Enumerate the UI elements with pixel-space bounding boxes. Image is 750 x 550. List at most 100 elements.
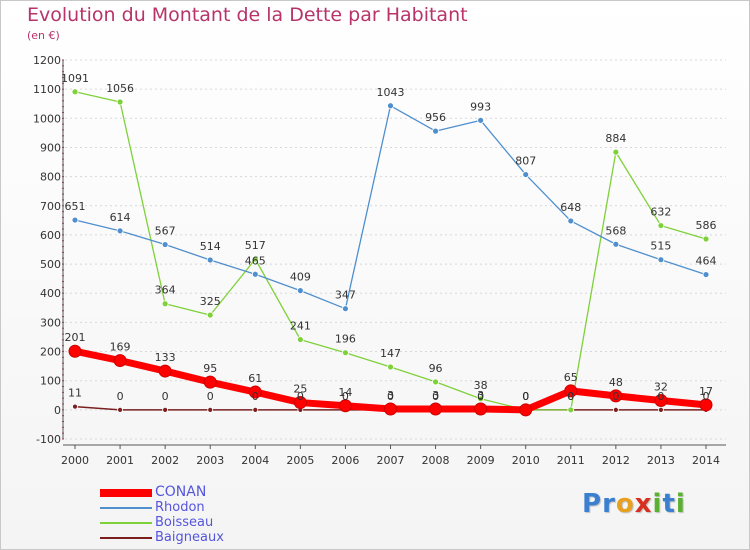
- data-point-conan: [699, 398, 713, 412]
- data-point-baigneaux: [658, 406, 664, 413]
- data-point-boisseau: [296, 336, 304, 343]
- data-point-conan: [158, 364, 172, 378]
- data-point-boisseau: [702, 235, 710, 243]
- y-tick-label: 100: [40, 375, 61, 388]
- data-label-boisseau: 1056: [106, 82, 134, 95]
- data-point-rhodon: [206, 256, 214, 264]
- legend-swatch-rhodon: [100, 507, 152, 509]
- data-point-rhodon: [432, 127, 439, 135]
- data-point-rhodon: [477, 116, 485, 124]
- data-point-rhodon: [296, 287, 304, 295]
- y-tick-label: 300: [40, 316, 61, 329]
- x-tick-label: 2009: [467, 454, 495, 467]
- data-label-baigneaux: 0: [612, 390, 619, 403]
- x-tick-label: 2000: [61, 454, 89, 467]
- data-label-rhodon: 651: [65, 200, 86, 213]
- data-label-rhodon: 409: [290, 271, 311, 284]
- data-label-rhodon: 648: [560, 201, 581, 214]
- data-point-conan: [248, 385, 262, 399]
- data-label-rhodon: 614: [110, 211, 131, 224]
- data-point-conan: [68, 344, 82, 358]
- data-label-conan: 201: [65, 331, 86, 344]
- legend-swatch-baigneaux: [100, 537, 152, 539]
- data-label-boisseau: 632: [650, 206, 671, 219]
- chart-title: Evolution du Montant de la Dette par Hab…: [27, 4, 468, 26]
- data-label-boisseau: 196: [335, 333, 356, 346]
- data-label-baigneaux: 0: [162, 390, 169, 403]
- data-label-conan: 3: [477, 389, 484, 402]
- x-tick-label: 2014: [692, 454, 720, 467]
- data-label-boisseau: 147: [380, 347, 401, 360]
- chart-subtitle: (en €): [27, 29, 60, 42]
- data-point-rhodon: [567, 217, 575, 225]
- data-point-baigneaux: [162, 406, 169, 413]
- data-label-boisseau: 884: [605, 132, 626, 145]
- data-label-conan: 14: [338, 386, 352, 399]
- y-tick-label: 900: [40, 141, 61, 154]
- data-point-conan: [474, 402, 488, 416]
- y-tick-label: 800: [40, 171, 61, 184]
- data-label-rhodon: 347: [335, 289, 356, 302]
- data-point-baigneaux: [72, 403, 78, 410]
- data-label-rhodon: 567: [155, 225, 176, 238]
- x-tick-label: 2012: [602, 454, 630, 467]
- y-tick-label: -100: [36, 433, 61, 446]
- legend-label-conan: CONAN: [155, 484, 207, 500]
- logo-letter: i: [675, 489, 686, 519]
- data-point-rhodon: [116, 227, 124, 235]
- data-point-boisseau: [657, 222, 665, 229]
- data-label-conan: 169: [110, 341, 131, 354]
- data-label-conan: 17: [699, 385, 713, 398]
- data-point-boisseau: [161, 300, 169, 308]
- y-tick-label: 600: [40, 229, 61, 242]
- y-tick-label: 200: [40, 346, 61, 359]
- x-tick-label: 2013: [647, 454, 675, 467]
- data-point-conan: [113, 354, 127, 368]
- data-label-boisseau: 241: [290, 320, 311, 333]
- data-point-conan: [654, 394, 668, 408]
- data-label-conan: 3: [387, 389, 394, 402]
- data-label-conan: 0: [522, 390, 529, 403]
- x-tick-label: 2010: [512, 454, 540, 467]
- y-tick-label: 1200: [33, 54, 61, 67]
- data-point-conan: [384, 402, 397, 416]
- data-point-boisseau: [477, 395, 485, 403]
- data-point-rhodon: [612, 240, 620, 248]
- x-tick-label: 2005: [286, 454, 314, 467]
- data-point-boisseau: [342, 349, 349, 357]
- data-point-boisseau: [251, 255, 259, 263]
- data-point-baigneaux: [207, 406, 214, 413]
- series-lines: [68, 88, 713, 417]
- data-label-conan: 25: [293, 383, 307, 396]
- data-point-rhodon: [342, 305, 349, 313]
- data-point-boisseau: [612, 148, 620, 156]
- logo-letter: i: [652, 489, 663, 519]
- data-point-conan: [609, 389, 623, 403]
- data-label-rhodon: 465: [245, 254, 266, 267]
- x-tick-label: 2002: [151, 454, 179, 467]
- data-label-baigneaux: 0: [567, 390, 574, 403]
- data-label-boisseau: 0: [522, 390, 529, 403]
- data-point-rhodon: [251, 270, 259, 278]
- data-point-rhodon: [702, 271, 710, 278]
- data-label-rhodon: 515: [650, 240, 671, 253]
- data-point-rhodon: [522, 171, 530, 178]
- data-point-conan: [564, 384, 578, 398]
- logo-letter: o: [615, 489, 635, 519]
- data-point-conan: [429, 402, 443, 416]
- x-tick-label: 2004: [241, 454, 269, 467]
- x-tick-label: 2003: [196, 454, 224, 467]
- data-label-baigneaux: 0: [657, 390, 664, 403]
- data-point-baigneaux: [252, 406, 259, 413]
- legend-swatch-conan: [100, 489, 152, 497]
- data-label-rhodon: 956: [425, 111, 446, 124]
- data-point-boisseau: [567, 406, 575, 414]
- data-label-boisseau: 517: [245, 239, 266, 252]
- legend-label-boisseau: Boisseau: [155, 515, 214, 530]
- data-label-conan: 61: [248, 372, 262, 385]
- data-label-conan: 133: [155, 351, 176, 364]
- axes: -100010020030040050060070080090010001100…: [33, 54, 726, 467]
- data-label-conan: 32: [654, 381, 668, 394]
- data-point-boisseau: [206, 311, 214, 319]
